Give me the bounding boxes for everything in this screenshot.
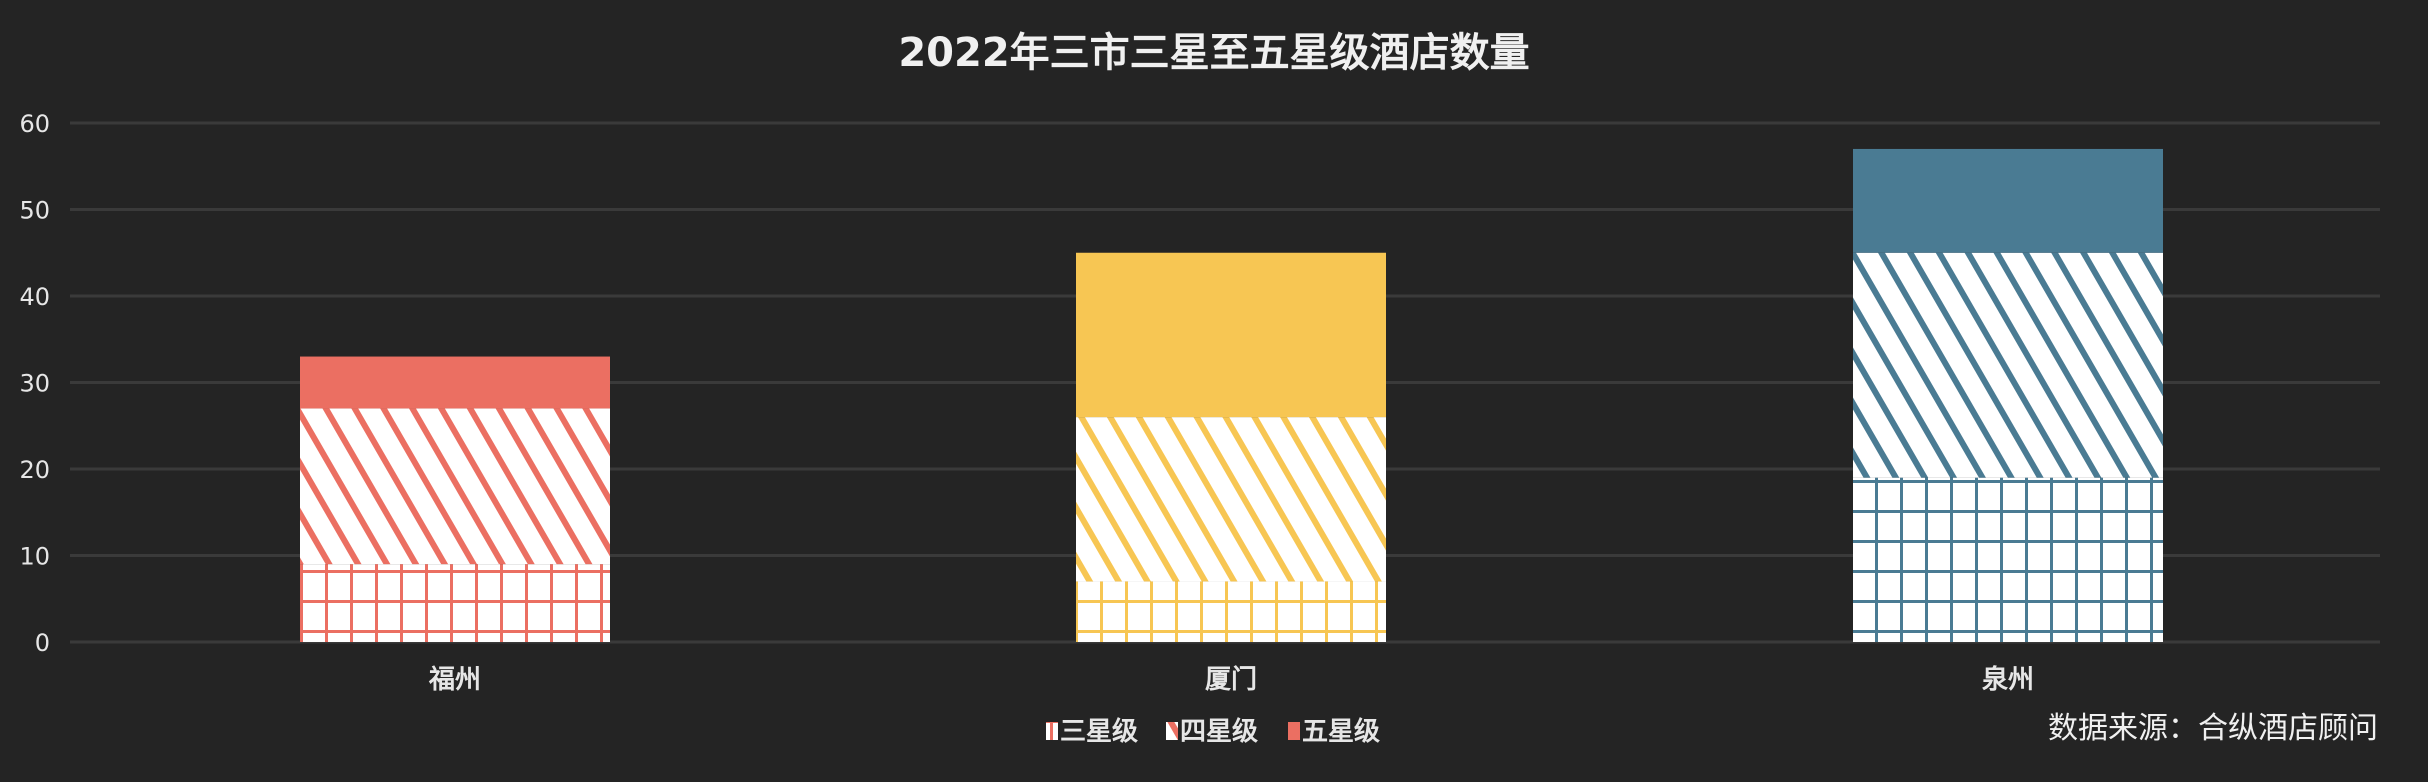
- bar-segment-厦门-五星级: [1076, 252, 1386, 418]
- y-axis-ticks: 0 10 20 30 40 50 60: [19, 110, 50, 657]
- x-axis-labels: 福州 厦门 泉州: [428, 664, 2034, 695]
- legend-swatch[interactable]: [1166, 722, 1178, 740]
- legend-swatch[interactable]: [1046, 722, 1058, 740]
- legend-label[interactable]: 四星级: [1180, 716, 1258, 747]
- source-note: 数据来源：合纵酒店顾问: [2048, 711, 2378, 746]
- bar-segment-泉州-四星级: [1853, 252, 2163, 478]
- bar-segment-泉州-三星级: [1853, 477, 2163, 642]
- bar-segment-福州-五星级: [300, 356, 610, 409]
- bar-segment-福州-四星级: [300, 408, 610, 565]
- x-tick-label: 厦门: [1205, 665, 1257, 695]
- y-tick-label: 10: [19, 543, 50, 571]
- bar-segment-泉州-五星级: [1853, 148, 2163, 253]
- legend: 三星级 四星级 五星级: [1046, 716, 1380, 747]
- legend-swatch[interactable]: [1288, 722, 1300, 740]
- y-tick-label: 0: [35, 629, 50, 657]
- legend-label[interactable]: 五星级: [1302, 716, 1380, 747]
- y-tick-label: 40: [19, 283, 50, 311]
- x-tick-label: 福州: [428, 665, 481, 695]
- bars: [300, 148, 2163, 642]
- y-tick-label: 30: [19, 370, 50, 398]
- y-tick-label: 20: [19, 456, 50, 484]
- bar-segment-厦门-三星级: [1076, 581, 1386, 642]
- bar-segment-福州-三星级: [300, 564, 610, 642]
- bar-segment-厦门-四星级: [1076, 417, 1386, 582]
- legend-label[interactable]: 三星级: [1060, 716, 1138, 747]
- x-tick-label: 泉州: [1982, 664, 2034, 695]
- y-tick-label: 60: [19, 110, 50, 138]
- y-tick-label: 50: [19, 197, 50, 225]
- chart-title: 2022年三市三星至五星级酒店数量: [898, 30, 1529, 76]
